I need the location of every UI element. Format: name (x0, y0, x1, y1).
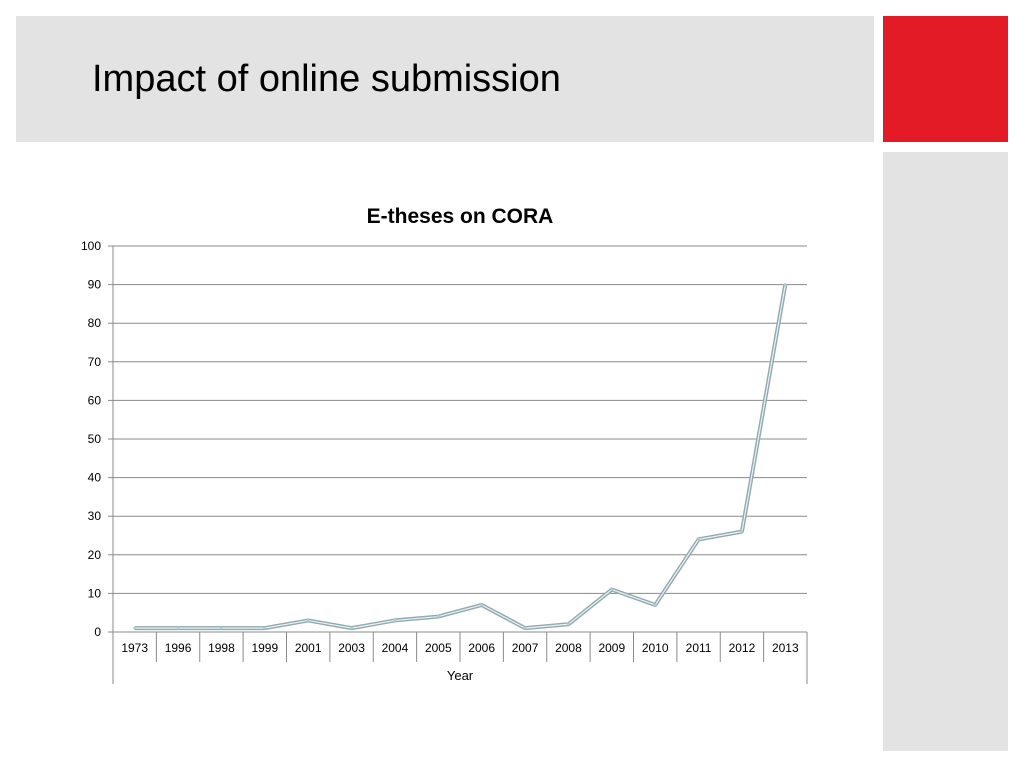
series-line-highlight (134, 284, 786, 629)
x-tick-label: 2007 (512, 641, 539, 655)
y-tick-label: 10 (88, 586, 102, 600)
y-tick-label: 0 (94, 625, 101, 639)
data-point (350, 626, 354, 630)
y-tick-label: 80 (88, 316, 102, 330)
x-tick-label: 1996 (165, 641, 192, 655)
data-point (176, 626, 180, 630)
line-chart: E-theses on CORA 0 10 20 30 40 50 60 70 80 90 100 1… (81, 205, 808, 684)
y-tick-label: 40 (88, 471, 102, 485)
accent-block (883, 16, 1008, 142)
data-point (219, 626, 223, 630)
slide-title: Impact of online submission (92, 58, 561, 100)
data-point (523, 626, 527, 630)
y-tick-label: 50 (88, 432, 102, 446)
data-point (783, 283, 787, 287)
x-tick-label: 2005 (425, 641, 452, 655)
data-point (697, 537, 701, 541)
data-point (263, 626, 267, 630)
data-point (610, 588, 614, 592)
y-tick-label: 90 (88, 278, 102, 292)
header-band (16, 16, 874, 142)
x-tick-label: 1973 (121, 641, 148, 655)
y-tick-label: 60 (88, 393, 102, 407)
x-tick-label: 2001 (295, 641, 322, 655)
data-point (566, 622, 570, 626)
series-line-outline (134, 284, 788, 631)
y-tick-label: 30 (88, 509, 102, 523)
x-tick-label: 2010 (642, 641, 669, 655)
data-point (480, 603, 484, 607)
data-point (393, 618, 397, 622)
y-tick-label: 100 (81, 239, 101, 253)
x-tick-label: 1998 (208, 641, 235, 655)
x-tick-label: 2006 (468, 641, 495, 655)
x-tick-label: 2009 (598, 641, 625, 655)
x-tick-label: 2003 (338, 641, 365, 655)
x-tick-label: 2008 (555, 641, 582, 655)
data-point (436, 615, 440, 619)
data-point (740, 530, 744, 534)
side-panel (883, 152, 1008, 751)
x-axis-title: Year (447, 668, 474, 683)
chart-title: E-theses on CORA (367, 205, 554, 228)
data-point (306, 618, 310, 622)
y-tick-label: 70 (88, 355, 102, 369)
x-tick-label: 2011 (686, 641, 712, 655)
y-tick-label: 20 (88, 548, 102, 562)
x-tick-label: 2012 (729, 641, 756, 655)
x-tick-label: 2004 (382, 641, 409, 655)
x-tick-label: 2013 (772, 641, 799, 655)
data-point (133, 626, 137, 630)
data-point (653, 603, 657, 607)
x-tick-label: 1999 (251, 641, 278, 655)
